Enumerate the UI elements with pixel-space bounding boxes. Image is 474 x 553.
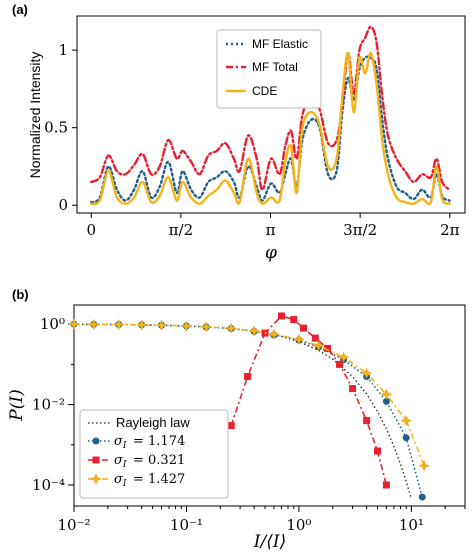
- panel-b-frame: [73, 304, 466, 507]
- legend-label-mf-elastic: MF Elastic: [252, 37, 308, 51]
- panel-a-series-line-0: [90, 55, 451, 204]
- panel-b-point-square: [382, 481, 390, 489]
- panel-a-ytick-label: 0: [58, 196, 68, 214]
- panel-a-xlabel: φ: [265, 243, 277, 263]
- legend-marker-s2: [92, 456, 100, 464]
- panel-a-xtick-label: 0: [86, 221, 96, 239]
- panel-b-ticks: 10⁻² 10⁻¹ 10⁰ 10¹ 10⁻⁴ 10⁻² 10⁰: [32, 315, 466, 534]
- panel-b-point-square: [300, 324, 308, 332]
- panel-b-point-star: [180, 320, 193, 332]
- panel-b-point-square: [290, 316, 298, 324]
- panel-a-ylabel: Normalized Intensity: [27, 52, 43, 179]
- panel-b-point-square: [227, 422, 235, 430]
- panel-b-point-star: [338, 351, 350, 363]
- legend-marker-s1: [92, 437, 100, 445]
- panel-b-point-star: [380, 388, 393, 400]
- panel-a-ytick-label: 1: [58, 41, 68, 59]
- panel-b-point-circle: [382, 397, 390, 405]
- panel-a-series: [90, 25, 451, 206]
- panel-a-xtick-label: π: [266, 221, 276, 239]
- panel-a-xtick-label: 2π: [440, 221, 460, 239]
- panel-b-point-square: [336, 360, 344, 368]
- panel-b-point-circle: [418, 493, 426, 501]
- panel-b-ytick-label: 10⁰: [40, 315, 65, 333]
- panel-b-xtick-label: 10⁻¹: [170, 516, 203, 534]
- panel-b-point-star: [225, 322, 237, 334]
- panel-b-xtick-label: 10⁻²: [57, 516, 90, 534]
- panel-b-ylabel: P(I): [7, 389, 27, 421]
- panel-b-point-square: [277, 312, 285, 320]
- panel-b-xtick-label: 10⁰: [286, 516, 311, 534]
- panel-b-tag: (b): [12, 287, 29, 302]
- legend-label-s1: = 1.174: [133, 434, 185, 449]
- panel-b-point-circle: [402, 434, 410, 442]
- panel-b-point-star: [248, 325, 260, 337]
- panel-b-point-star: [68, 318, 80, 330]
- panel-b-point-star: [360, 367, 373, 379]
- panel-a-legend: MF Elastic MF Total CDE: [216, 29, 322, 109]
- panel-b-point-star: [293, 333, 305, 345]
- panel-a-tag: (a): [12, 2, 28, 17]
- panel-a-series-line-1: [90, 25, 451, 191]
- panel-b-point-star: [88, 318, 100, 330]
- panel-a-xtick-label: π/2: [169, 221, 193, 239]
- panel-b-series: [68, 312, 430, 501]
- panel-a: (a) Normalized Intensity φ 0 π/2 π 3π/2 2π00…: [12, 2, 466, 263]
- panel-b-point-star: [268, 328, 280, 340]
- panel-b-point-square: [311, 334, 319, 342]
- panel-b-point-star: [155, 319, 168, 331]
- panel-a-ytick-label: 0.5: [44, 119, 68, 137]
- panel-b-series-line-3: [73, 323, 425, 467]
- panel-b-ytick-label: 10⁻⁴: [32, 476, 65, 494]
- legend-marker-s3: [90, 473, 102, 485]
- legend-label-mf-total: MF Total: [252, 60, 298, 74]
- legend-label-s3: = 1.427: [133, 472, 185, 487]
- panel-b-point-square: [363, 417, 371, 425]
- panel-b-point-square: [373, 447, 381, 455]
- panel-b-point-star: [400, 414, 412, 427]
- panel-a-series-line-2: [90, 52, 451, 206]
- panel-b-xlabel: I/⟨I⟩: [253, 532, 286, 552]
- legend-label-cde: CDE: [252, 84, 277, 98]
- panel-b-point-square: [324, 344, 332, 352]
- legend-label-s2: = 0.321: [133, 453, 185, 468]
- panel-b-ytick-label: 10⁻²: [32, 396, 65, 414]
- panel-b-point-square: [349, 385, 357, 393]
- panel-b-point-square: [244, 372, 252, 380]
- panel-b-point-star: [113, 318, 125, 331]
- panel-b: (b) P(I) I/⟨I⟩ 10⁻² 10⁻¹ 10⁰ 10¹ 10⁻⁴ 10⁻² 10⁰…: [7, 287, 466, 552]
- panel-b-legend: Rayleigh law σI = 1.174 σI = 0.321 σI = …: [79, 409, 229, 499]
- panel-a-xtick-label: 3π/2: [343, 221, 377, 239]
- panel-b-point-star: [313, 340, 325, 352]
- panel-b-point-star: [200, 321, 212, 333]
- panel-b-point-star: [418, 460, 430, 472]
- panel-b-point-star: [136, 319, 148, 331]
- legend-label-rayleigh: Rayleigh law: [116, 415, 190, 430]
- panel-a-ticks: 0 π/2 π 3π/2 2π 0 0.5 1: [44, 41, 459, 239]
- panel-b-xtick-label: 10¹: [399, 516, 424, 534]
